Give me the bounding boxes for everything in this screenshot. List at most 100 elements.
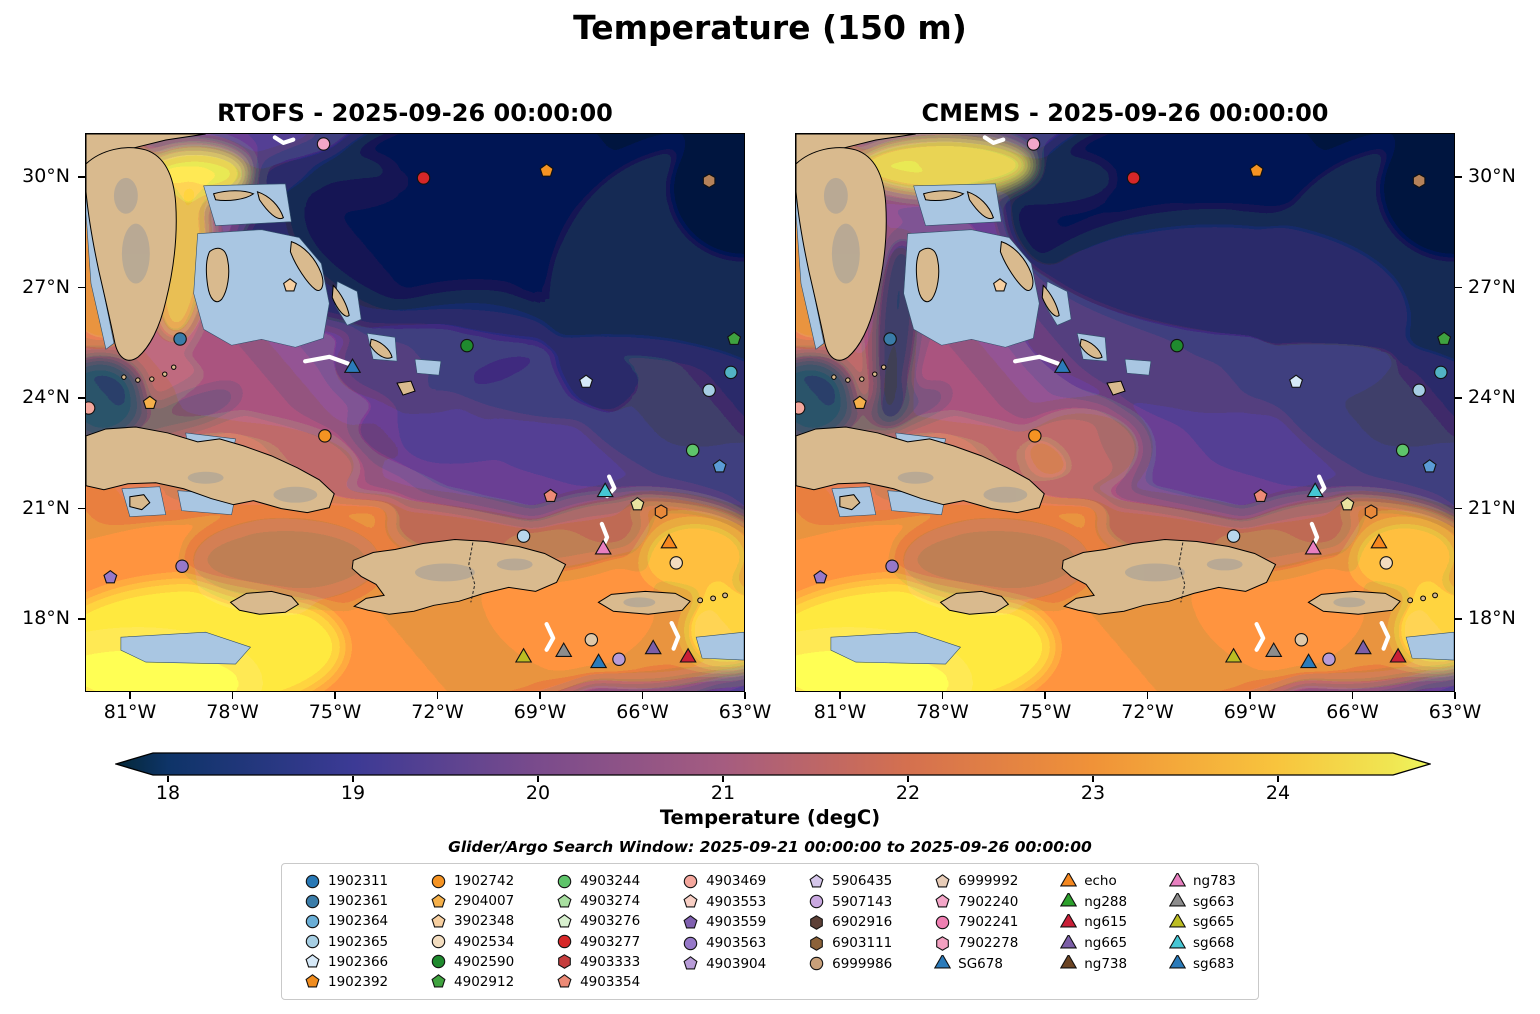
- triangle-marker-icon: [1060, 893, 1078, 907]
- legend-item: 4903277: [556, 932, 640, 952]
- circle-marker-icon: [809, 895, 824, 909]
- hexagon-marker-icon: [810, 915, 823, 930]
- triangle-marker-icon: [1060, 955, 1078, 969]
- x-tick-label: 75°W: [308, 701, 362, 723]
- legend-item: ng783: [1169, 871, 1236, 892]
- legend-item: 1902361: [304, 891, 388, 911]
- legend-label: 4903553: [706, 893, 767, 910]
- pentagon-marker-icon: [142, 395, 157, 409]
- triangle-marker-icon: [1169, 955, 1186, 969]
- x-tick-label: 78°W: [206, 701, 259, 723]
- pentagon-marker-icon: [727, 331, 742, 345]
- legend-label: 6999992: [958, 873, 1019, 890]
- circle-marker-icon: [1294, 633, 1309, 647]
- y-tick-label: 30°N: [22, 165, 70, 187]
- triangle-marker-icon: [1169, 934, 1186, 949]
- x-tick-mark: [1454, 692, 1456, 699]
- pentagon-marker-icon: [103, 570, 118, 584]
- y-tick-mark: [78, 176, 85, 178]
- x-tick-label: 72°W: [1121, 701, 1174, 723]
- legend-label: ng288: [1084, 893, 1128, 910]
- colorbar: [113, 752, 1433, 776]
- legend-item: 1902311: [304, 871, 388, 891]
- land: [796, 134, 1438, 615]
- pentagon-marker-icon: [992, 278, 1007, 292]
- search-window-note: Glider/Argo Search Window: 2025-09-21 00…: [448, 838, 1092, 856]
- x-tick-mark: [1044, 692, 1046, 699]
- legend-item: sg683: [1169, 953, 1236, 974]
- legend-column: 4903244 4903274 4903276 4903277 4903333 49033…: [556, 871, 640, 992]
- legend-label: 4902912: [454, 973, 515, 990]
- circle-marker-icon: [683, 874, 698, 889]
- triangle-marker-icon: [1265, 642, 1283, 658]
- triangle-marker-icon: [934, 955, 952, 969]
- circle-marker-icon: [1434, 365, 1448, 380]
- circle-marker-icon: [305, 874, 320, 888]
- circle-marker-icon: [431, 874, 446, 888]
- triangle-marker-icon: [1053, 357, 1072, 373]
- colorbar-tick-label: 22: [895, 782, 921, 804]
- hexagon-marker-icon: [1364, 504, 1378, 519]
- legend-label: 5906435: [832, 873, 893, 890]
- colorbar-tick-mark: [907, 776, 909, 782]
- legend-item: 4903354: [556, 972, 640, 992]
- y-tick-mark: [78, 286, 85, 289]
- pentagon-marker-icon: [557, 893, 572, 908]
- legend-column: 4903469 4903553 4903559 4903563 4903904: [682, 871, 766, 992]
- hexagon-marker-icon: [936, 935, 950, 951]
- legend-item: 3902348: [430, 911, 514, 931]
- pentagon-marker-icon: [1249, 163, 1264, 177]
- circle-marker-icon: [305, 874, 320, 888]
- triangle-marker-icon: [1060, 934, 1078, 949]
- triangle-marker-icon: [1304, 539, 1322, 555]
- pentagon-marker-icon: [809, 873, 824, 888]
- legend-item: 4903559: [682, 912, 766, 933]
- circle-marker-icon: [460, 338, 474, 353]
- legend-label: 1902742: [454, 873, 515, 890]
- legend-item: 7902278: [934, 933, 1018, 954]
- x-tick-label: 69°W: [513, 701, 567, 723]
- legend-label: 1902311: [328, 873, 389, 890]
- triangle-marker-icon: [343, 357, 362, 373]
- circle-marker-icon: [612, 652, 626, 666]
- legend-item: 4903563: [682, 933, 766, 954]
- legend-item: sg668: [1169, 933, 1236, 954]
- legend-item: 6902916: [808, 912, 892, 933]
- y-tick-mark: [78, 618, 85, 620]
- triangle-marker-icon: [1060, 913, 1078, 928]
- circle-marker-icon: [416, 171, 431, 185]
- x-tick-label: 75°W: [1018, 701, 1072, 723]
- y-tick-label: 18°N: [22, 607, 70, 629]
- legend-item: ng738: [1060, 953, 1127, 974]
- hexagon-marker-icon: [810, 935, 823, 951]
- pentagon-marker-icon: [579, 374, 594, 388]
- colorbar-tick-mark: [167, 776, 169, 782]
- pentagon-marker-icon: [305, 954, 320, 968]
- circle-marker-icon: [935, 915, 950, 930]
- pentagon-marker-icon: [431, 893, 446, 908]
- circle-marker-icon: [175, 559, 189, 573]
- pentagon-marker-icon: [683, 915, 698, 929]
- pentagon-marker-icon: [431, 914, 446, 928]
- y-tick-mark: [1455, 618, 1462, 620]
- x-tick-mark: [231, 692, 234, 699]
- legend-column: 6999992 7902240 7902241 7902278 SG678: [934, 871, 1018, 992]
- legend-label: sg668: [1193, 935, 1235, 952]
- circle-marker-icon: [305, 934, 320, 949]
- colorbar-tick-label: 18: [155, 782, 181, 804]
- pentagon-marker-icon: [305, 954, 320, 968]
- colorbar-tick-label: 23: [1080, 782, 1106, 804]
- triangle-marker-icon: [1354, 639, 1372, 655]
- pentagon-marker-icon: [683, 956, 698, 970]
- pentagon-marker-icon: [557, 893, 572, 908]
- x-tick-label: 63°W: [1428, 701, 1482, 723]
- legend-label: 1902364: [328, 913, 389, 930]
- y-tick-label: 24°N: [1468, 386, 1516, 408]
- legend-label: 5907143: [832, 893, 893, 910]
- legend-item: 7902241: [934, 912, 1018, 933]
- triangle-marker-icon: [1169, 872, 1186, 887]
- observation-markers: [796, 137, 1452, 669]
- y-tick-mark: [78, 397, 85, 399]
- x-tick-mark: [839, 692, 841, 699]
